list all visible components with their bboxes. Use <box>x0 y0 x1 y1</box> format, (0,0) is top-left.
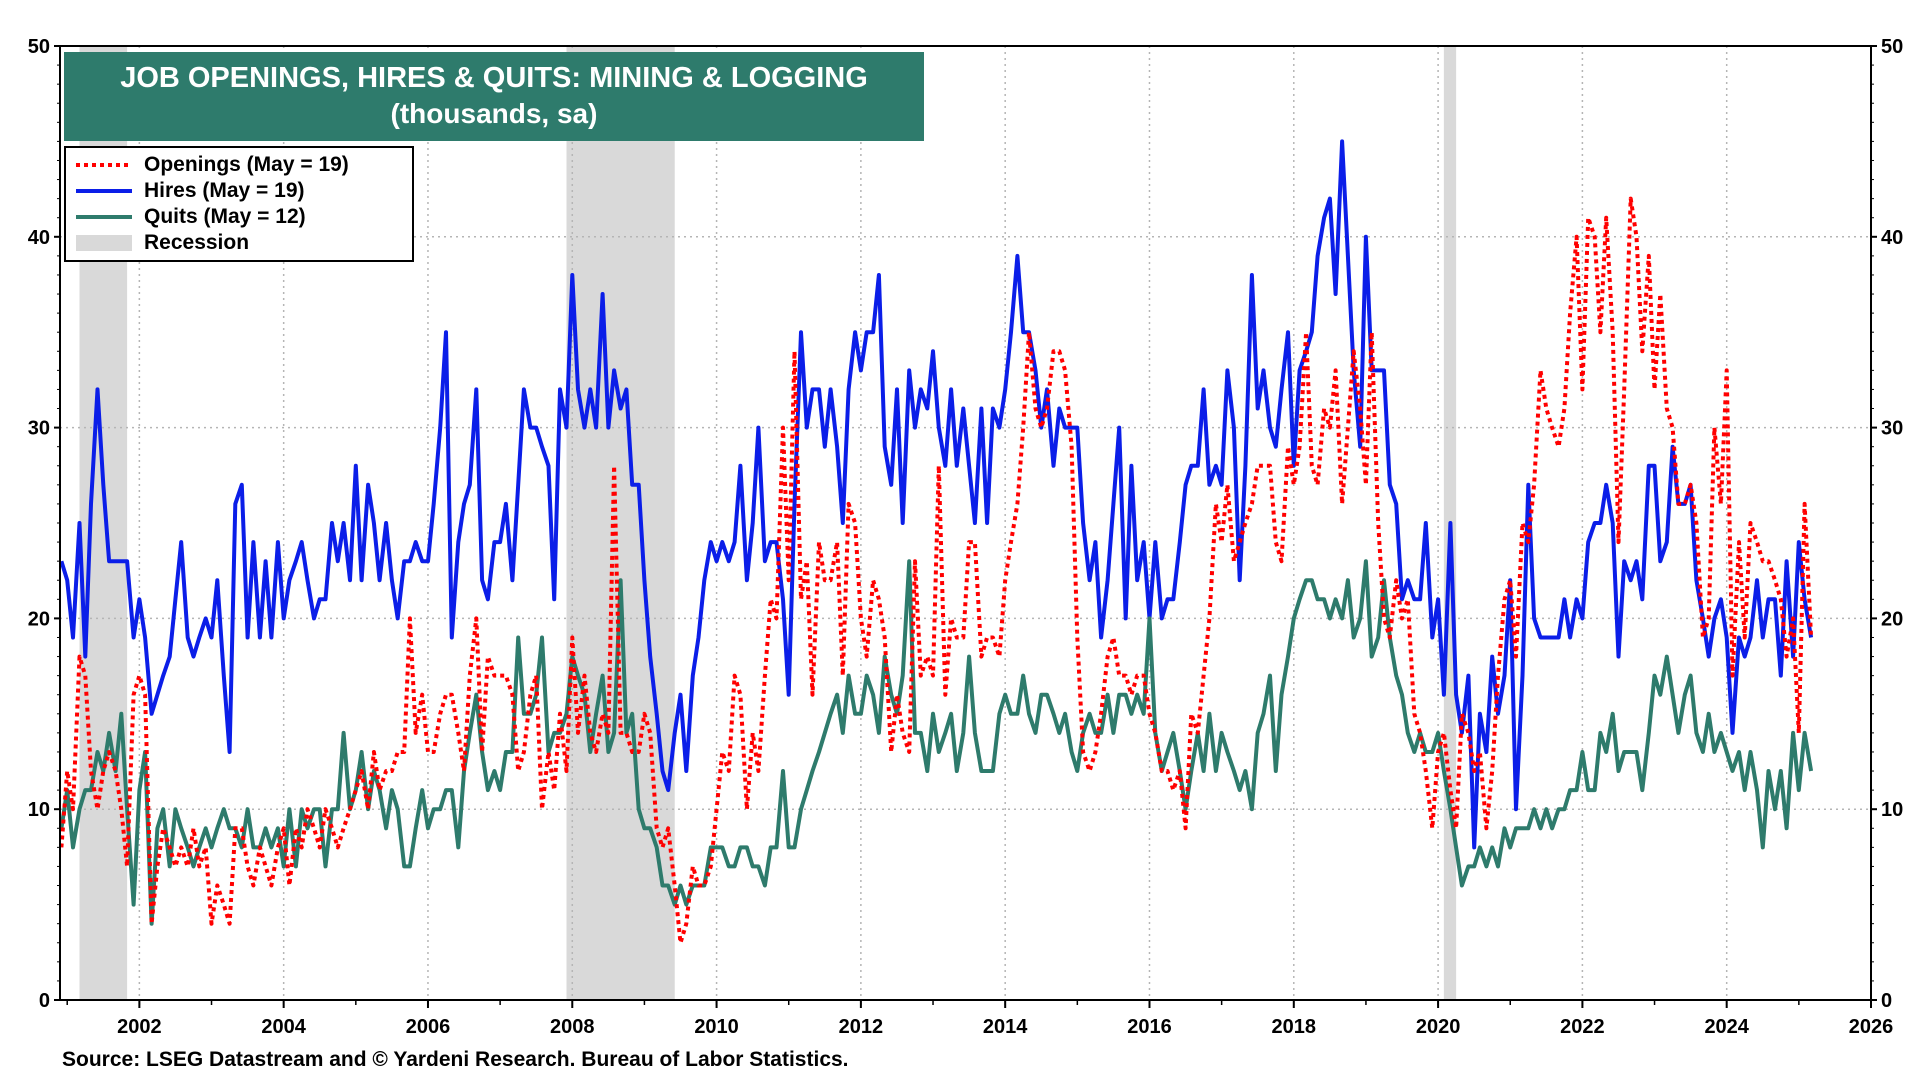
x-tick-label-2010: 2010 <box>694 1016 739 1038</box>
legend-label-quits: Quits (May = 12) <box>144 205 306 228</box>
x-axis-ticks: 2002 2004 2006 2008 2010 2012 2014 2016 2018 2020… <box>66 1000 1894 1038</box>
x-tick-label-2006: 2006 <box>406 1016 451 1038</box>
series-openings-line <box>59 196 1814 945</box>
x-tick-label-2002: 2002 <box>117 1016 162 1038</box>
legend-label-hires: Hires (May = 19) <box>144 179 305 202</box>
x-tick-label-2024: 2024 <box>1704 1016 1749 1038</box>
x-tick-label-2018: 2018 <box>1272 1016 1317 1038</box>
x-tick-label-2016: 2016 <box>1127 1016 1172 1038</box>
legend-item-hires: Hires (May = 19) <box>74 178 305 204</box>
legend-item-openings: Openings (May = 19) <box>74 152 349 178</box>
x-tick-label-2014: 2014 <box>983 1016 1028 1038</box>
x-tick-label-2022: 2022 <box>1560 1016 1605 1038</box>
series-quits-line <box>59 559 1814 926</box>
x-tick-label-2008: 2008 <box>550 1016 595 1038</box>
legend-swatch-quits <box>76 215 132 219</box>
y-tick-label-right-10: 10 <box>1881 799 1903 821</box>
source-note: Source: LSEG Datastream and © Yardeni Re… <box>62 1048 849 1071</box>
y-tick-label-left-10: 10 <box>28 799 50 821</box>
y-tick-label-right-50: 50 <box>1881 36 1903 58</box>
x-tick-label-2012: 2012 <box>839 1016 884 1038</box>
series-lines <box>59 139 1814 945</box>
legend-label-recession: Recession <box>144 231 250 254</box>
chart-title-box: JOB OPENINGS, HIRES & QUITS: MINING & LO… <box>64 52 924 141</box>
legend-item-recession: Recession <box>74 230 249 256</box>
x-tick-label-2026: 2026 <box>1849 1016 1894 1038</box>
chart-title: JOB OPENINGS, HIRES & QUITS: MINING & LO… <box>120 62 868 94</box>
y-tick-label-right-40: 40 <box>1881 227 1903 249</box>
legend-item-quits: Quits (May = 12) <box>74 204 306 230</box>
y-tick-label-right-0: 0 <box>1881 990 1892 1012</box>
chart-subtitle: (thousands, sa) <box>390 98 598 129</box>
x-tick-label-2004: 2004 <box>261 1016 306 1038</box>
legend-swatch-hires <box>76 189 132 193</box>
y-tick-label-left-50: 50 <box>28 36 50 58</box>
y-tick-label-right-30: 30 <box>1881 418 1903 440</box>
recession-band-2 <box>566 46 675 1000</box>
y-tick-label-right-20: 20 <box>1881 608 1903 630</box>
series-hires-line <box>59 139 1814 850</box>
y-tick-label-left-20: 20 <box>28 608 50 630</box>
y-tick-label-left-0: 0 <box>39 990 50 1012</box>
legend-label-openings: Openings (May = 19) <box>144 153 349 176</box>
x-tick-label-2020: 2020 <box>1416 1016 1461 1038</box>
legend-swatch-openings <box>76 163 132 167</box>
y-tick-label-left-40: 40 <box>28 227 50 249</box>
legend-swatch-recession <box>76 235 132 251</box>
y-axis-ticks: 0 0 10 10 20 20 30 30 40 40 50 50 <box>28 36 1904 1012</box>
legend: Openings (May = 19) Hires (May = 19) Qui… <box>64 146 414 262</box>
y-tick-label-left-30: 30 <box>28 418 50 440</box>
